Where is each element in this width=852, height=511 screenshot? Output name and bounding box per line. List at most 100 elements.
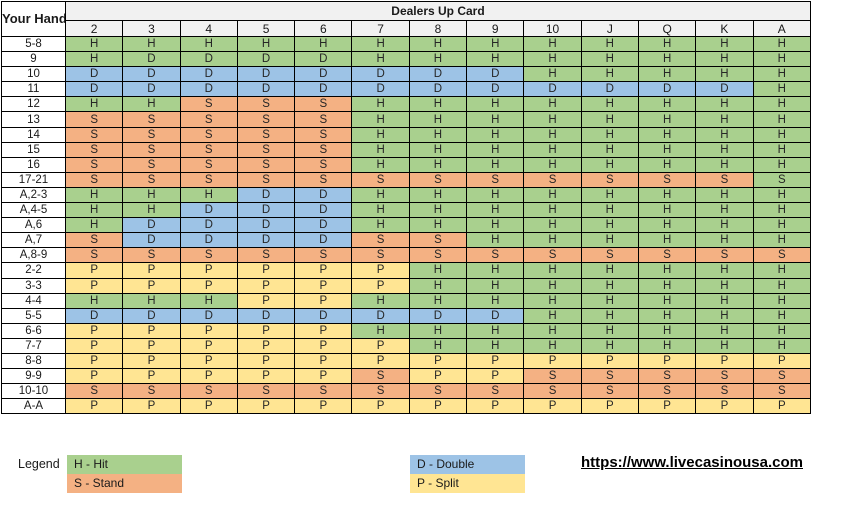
strategy-cell: S — [122, 156, 181, 173]
strategy-cell: P — [637, 352, 697, 370]
strategy-cell: D — [179, 307, 238, 324]
strategy-cell: H — [580, 186, 639, 204]
strategy-cell: H — [122, 186, 181, 204]
strategy-cell: D — [179, 51, 238, 68]
strategy-cell: H — [752, 156, 811, 173]
strategy-cell: H — [294, 35, 353, 53]
strategy-cell: S — [408, 232, 468, 249]
table-row: 6-6 P P P P P H H H H H H H H — [1, 322, 811, 339]
strategy-cell: P — [294, 368, 353, 385]
strategy-cell: H — [466, 217, 525, 234]
strategy-cell: H — [408, 111, 468, 128]
legend-item-split: P - Split — [410, 474, 525, 493]
strategy-cell: H — [695, 292, 754, 309]
strategy-cell: P — [294, 322, 353, 339]
strategy-cell: D — [294, 232, 353, 249]
row-label: A,8-9 — [1, 247, 66, 264]
strategy-cell: S — [351, 247, 410, 264]
strategy-cell: H — [351, 186, 410, 204]
strategy-cell: S — [466, 171, 525, 188]
legend-item-hit: H - Hit — [67, 455, 182, 474]
strategy-cell: P — [122, 322, 181, 339]
strategy-cell: S — [523, 171, 582, 188]
strategy-cell: P — [122, 337, 181, 354]
dealers-up-card-header: Dealers Up Card — [65, 1, 811, 21]
strategy-cell: H — [351, 51, 410, 68]
strategy-cell: H — [351, 322, 410, 339]
strategy-cell: P — [122, 277, 181, 294]
table-row: 11 D D D D D D D D D D D D H — [1, 81, 811, 98]
strategy-cell: H — [695, 202, 754, 219]
strategy-cell: H — [695, 156, 754, 173]
strategy-cell: S — [294, 247, 353, 264]
strategy-cell: S — [179, 111, 238, 128]
column-header-Q: Q — [637, 20, 697, 37]
row-label: 16 — [1, 156, 66, 173]
strategy-cell: H — [523, 202, 582, 219]
strategy-cell: D — [122, 217, 181, 234]
strategy-cell: S — [523, 368, 582, 385]
strategy-cell: H — [351, 96, 410, 113]
strategy-cell: P — [466, 398, 525, 415]
strategy-cell: S — [637, 247, 697, 264]
strategy-cell: P — [64, 352, 124, 370]
strategy-cell: H — [580, 202, 639, 219]
column-header-4: 4 — [179, 20, 238, 37]
strategy-cell: H — [695, 307, 754, 324]
strategy-cell: H — [695, 35, 754, 53]
strategy-cell: H — [179, 292, 238, 309]
strategy-cell: D — [236, 81, 296, 98]
strategy-cell: D — [122, 307, 181, 324]
strategy-cell: H — [351, 35, 410, 53]
row-label: A-A — [1, 398, 66, 415]
strategy-cell: H — [523, 307, 582, 324]
strategy-cell: H — [752, 307, 811, 324]
strategy-cell: H — [637, 337, 697, 354]
strategy-cell: H — [466, 262, 525, 279]
strategy-cell: H — [580, 35, 639, 53]
table-row: 10 D D D D D D D D H H H H H — [1, 66, 811, 83]
strategy-cell: H — [580, 51, 639, 68]
strategy-cell: H — [580, 217, 639, 234]
strategy-cell: H — [580, 232, 639, 249]
strategy-cell: P — [408, 398, 468, 415]
column-header-J: J — [580, 20, 639, 37]
strategy-cell: S — [179, 171, 238, 188]
strategy-cell: S — [294, 141, 353, 158]
strategy-cell: H — [408, 186, 468, 204]
strategy-cell: H — [752, 232, 811, 249]
row-label: 11 — [1, 81, 66, 98]
strategy-cell: P — [236, 368, 296, 385]
strategy-cell: S — [64, 383, 124, 400]
strategy-cell: P — [351, 277, 410, 294]
strategy-cell: S — [64, 141, 124, 158]
strategy-cell: P — [122, 262, 181, 279]
strategy-cell: P — [351, 262, 410, 279]
website-link[interactable]: https://www.livecasinousa.com — [581, 454, 803, 471]
row-label: 9 — [1, 51, 66, 68]
strategy-cell: P — [64, 277, 124, 294]
strategy-cell: P — [351, 398, 410, 415]
strategy-cell: S — [179, 96, 238, 113]
table-row: 10-10 S S S S S S S S S S S S S — [1, 383, 811, 400]
strategy-cell: H — [752, 322, 811, 339]
strategy-cell: H — [523, 322, 582, 339]
strategy-cell: S — [408, 171, 468, 188]
strategy-cell: D — [408, 66, 468, 83]
strategy-cell: H — [122, 292, 181, 309]
strategy-cell: D — [236, 232, 296, 249]
strategy-cell: S — [580, 368, 639, 385]
column-header-9: 9 — [466, 20, 525, 37]
strategy-cell: S — [294, 171, 353, 188]
strategy-cell: H — [637, 322, 697, 339]
strategy-cell: P — [408, 368, 468, 385]
strategy-cell: H — [236, 35, 296, 53]
table-row: 17-21 S S S S S S S S S S S S S — [1, 171, 811, 188]
strategy-cell: D — [179, 202, 238, 219]
strategy-cell: S — [523, 383, 582, 400]
table-row: A,2-3 H H H D D H H H H H H H H — [1, 186, 811, 204]
strategy-cell: H — [351, 111, 410, 128]
column-header-5: 5 — [236, 20, 296, 37]
table-row: 9-9 P P P P P S P P S S S S S — [1, 368, 811, 385]
table-row: 14 S S S S S H H H H H H H H — [1, 126, 811, 143]
